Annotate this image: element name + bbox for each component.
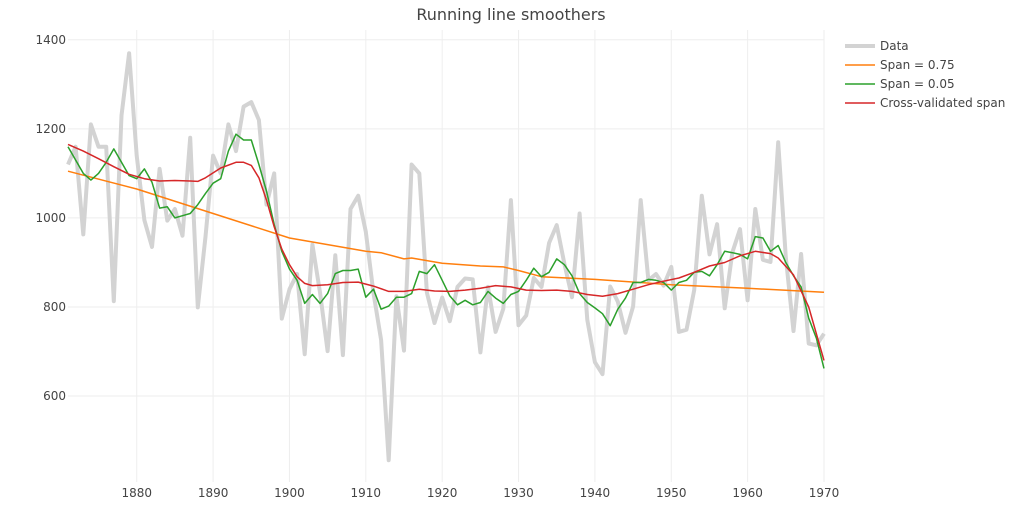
- x-tick-label: 1960: [732, 486, 763, 500]
- y-tick-label: 600: [43, 389, 66, 403]
- chart-title: Running line smoothers: [416, 5, 605, 24]
- legend-label-span-0-75[interactable]: Span = 0.75: [880, 58, 955, 72]
- x-tick-label: 1910: [351, 486, 382, 500]
- x-tick-label: 1920: [427, 486, 458, 500]
- y-tick-label: 1000: [35, 211, 66, 225]
- x-tick-label: 1900: [274, 486, 305, 500]
- series-line-span-0-75: [67, 170, 825, 294]
- series-line-data: [66, 51, 826, 463]
- legend-label-span-0-05[interactable]: Span = 0.05: [880, 77, 955, 91]
- legend-label-cross-validated-span[interactable]: Cross-validated span: [880, 96, 1005, 110]
- legend[interactable]: Data Span = 0.75 Span = 0.05 Cross-validate…: [845, 39, 1005, 110]
- series-line-cross-validated-span: [67, 143, 825, 361]
- x-tick-label: 1970: [809, 486, 840, 500]
- series-line-span-0-05: [67, 133, 825, 369]
- y-tick-label: 1200: [35, 122, 66, 136]
- x-tick-label: 1880: [121, 486, 152, 500]
- x-tick-label: 1890: [198, 486, 229, 500]
- y-tick-label: 1400: [35, 33, 66, 47]
- x-tick-label: 1930: [503, 486, 534, 500]
- y-tick-label: 800: [43, 300, 66, 314]
- legend-label-data[interactable]: Data: [880, 39, 909, 53]
- x-tick-label: 1950: [656, 486, 687, 500]
- x-tick-label: 1940: [580, 486, 611, 500]
